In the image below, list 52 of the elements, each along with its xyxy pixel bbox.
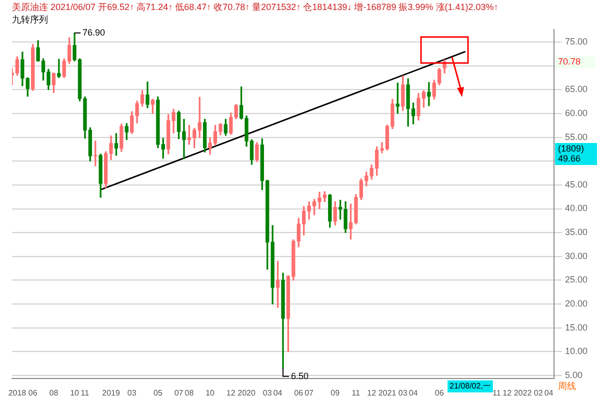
x-tick-label: 04 [544,388,554,398]
x-tick-label: 06 [28,388,38,398]
x-tick-label: 05 [153,388,163,398]
x-tick-label: 10 [206,388,216,398]
x-tick-label: 2021 [378,388,397,398]
x-tick-label: 03 [262,388,272,398]
y-tick-label: 65.00 [565,84,588,94]
y-tick-label: 35.00 [565,227,588,238]
chart-title: 美原油连 2021/06/07 开69.52↑ 高71.24↑ 低68.47↑ 收70.78↑ 量2071532↑ 仓1814139↓ 增-168789 振3.99% 涨(1.41)2.03%↑ [12,2,498,12]
x-tick-label: 2020 [238,388,256,398]
x-tick-label: 2019 [102,388,120,398]
x-tick-label: 07 [304,388,314,398]
y-tick-label: 75.00 [565,36,588,46]
chart-subtitle: 九转序列 [12,14,48,25]
x-tick-label: 2022 [514,388,532,398]
x-tick-label: 03 [127,388,137,398]
x-tick-label: 08 [184,388,194,398]
x-tick-label: 02 [534,388,544,398]
y-tick-label: 60.00 [565,108,588,118]
x-tick-label: 09 [330,388,340,398]
y-tick-label: 15.00 [565,322,588,332]
text: 49.66 [558,153,581,164]
candlestick [427,82,431,106]
text: 周线 [558,380,576,391]
x-tick-label: 06 [434,388,444,398]
text: 21/08/02,一 [450,382,491,391]
x-tick-label: 10 [70,388,80,398]
x-tick-label: 11 [352,388,361,398]
x-tick-label: 06 [294,388,304,398]
x-tick-label: 03 [398,388,408,398]
y-tick-label: 45.00 [565,179,588,190]
x-tick-label: 04 [408,388,418,398]
y-tick-label: 55.00 [565,132,588,142]
text: 70.78 [558,56,581,67]
x-tick-label: 07 [174,388,184,398]
annotation: 76.90 [82,27,106,38]
x-tick-label: 11 [492,388,502,398]
y-tick-label: 40.00 [565,203,588,214]
x-tick-label: 08 [49,388,59,398]
x-tick-label: 11 [80,388,90,398]
annotation: 6.50 [291,370,309,381]
x-tick-label: 04 [273,388,283,398]
x-tick-label: 12 [367,388,377,398]
x-tick-label: 12 [502,388,512,398]
x-tick-label: 2018 [8,388,27,398]
y-tick-label: 10.00 [565,346,588,356]
y-tick-label: 20.00 [565,298,588,309]
text: (1809) [558,143,584,154]
x-tick-label: 12 [226,388,236,398]
y-tick-label: 25.00 [565,274,588,285]
y-tick-label: 5.00 [565,370,583,380]
y-tick-label: 30.00 [565,250,588,261]
